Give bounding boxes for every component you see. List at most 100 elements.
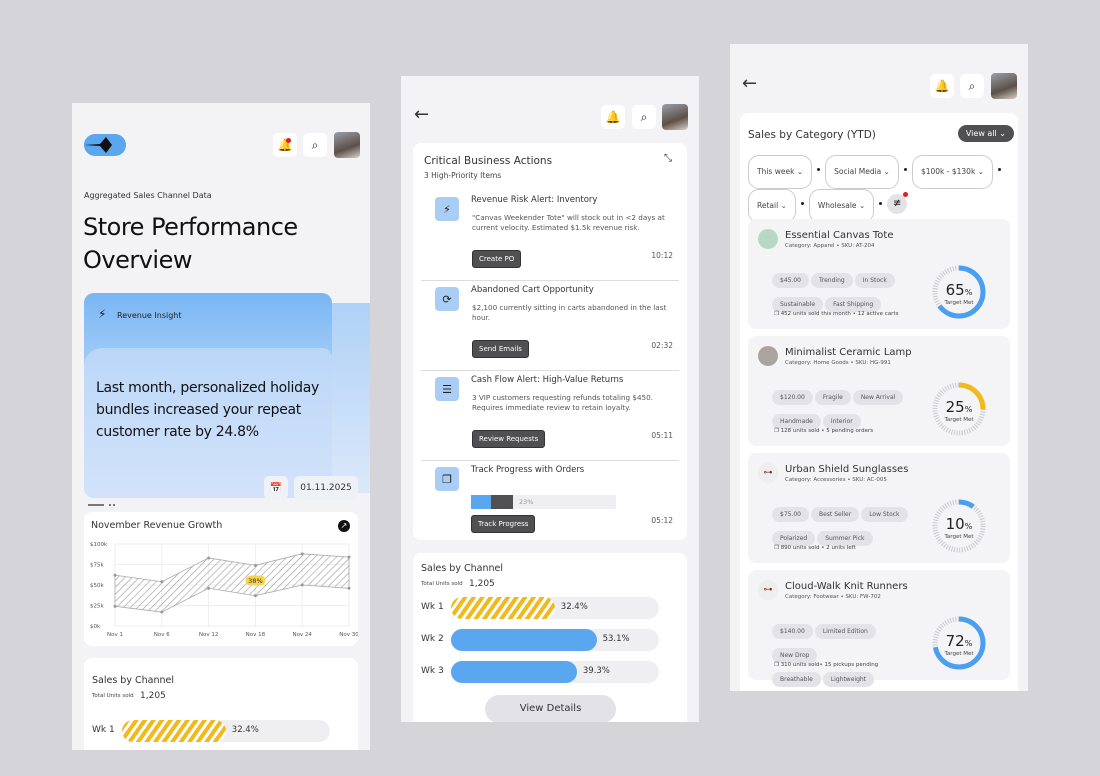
bar-value: 32.4% xyxy=(231,725,259,735)
product-card[interactable]: ⊶ Urban Shield Sunglasses Category: Acce… xyxy=(748,453,1010,563)
target-gauge: 10% Target Met xyxy=(930,497,988,555)
bar-value: 39.3% xyxy=(582,666,610,676)
notification-button[interactable]: 🔔 xyxy=(601,105,625,129)
insight-card[interactable]: ⚡ Revenue Insight Last month, personaliz… xyxy=(84,293,358,506)
carousel-indicator[interactable] xyxy=(88,491,116,506)
back-button[interactable]: ← xyxy=(742,73,757,94)
action-item: ❐ Track Progress with Orders 23% Track P… xyxy=(421,461,679,541)
box-icon: ❐ xyxy=(774,311,779,317)
date-field[interactable]: 01.11.2025 xyxy=(294,476,358,500)
x-tick-label: Nov 6 xyxy=(154,632,170,638)
bar-fill xyxy=(451,661,577,683)
action-button[interactable]: Track Progress xyxy=(471,511,536,533)
product-tag: Trending xyxy=(811,273,853,288)
action-button[interactable]: Create PO xyxy=(472,246,522,268)
product-tag: Low Stock xyxy=(861,507,908,522)
gauge-value: 72% xyxy=(945,632,973,650)
back-button[interactable]: ← xyxy=(414,104,429,125)
avatar[interactable] xyxy=(991,73,1017,99)
search-button[interactable]: ⌕ xyxy=(960,74,984,98)
action-button[interactable]: Review Requests xyxy=(472,426,546,448)
x-tick-label: Nov 30 xyxy=(339,632,358,638)
chevron-down-icon: ⌄ xyxy=(858,201,866,210)
product-card[interactable]: ⊶ Cloud-Walk Knit Runners Category: Foot… xyxy=(748,570,1010,687)
action-time: 05:11 xyxy=(651,431,673,440)
product-tag: $140.00 xyxy=(772,624,813,639)
calendar-icon: 📅 xyxy=(269,482,283,494)
bar-label: Wk 3 xyxy=(421,666,444,676)
filter-dropdown[interactable]: Retail ⌄ xyxy=(748,189,796,223)
order-progress-bar: 23% xyxy=(471,495,616,509)
filter-dropdown[interactable]: Wholesale ⌄ xyxy=(808,189,875,223)
filter-label: Wholesale xyxy=(817,201,857,210)
action-item: ☰ Cash Flow Alert: High-Value Returns 3 V… xyxy=(421,371,679,461)
product-tag: Sustainable xyxy=(772,297,824,312)
product-tags: $45.00 Trending In Stock Sustainable Fast Sh… xyxy=(772,267,912,315)
action-button[interactable]: Send Emails xyxy=(472,336,529,358)
view-details-button[interactable]: View Details xyxy=(485,695,616,722)
gauge-ring xyxy=(932,265,986,319)
expand-button[interactable]: ↗ xyxy=(338,520,350,532)
title-line: Overview xyxy=(83,246,192,274)
action-description: $2,100 currently sitting in carts abando… xyxy=(472,303,667,322)
gauge-arc xyxy=(932,616,986,670)
avatar[interactable] xyxy=(662,104,688,130)
separator-dot xyxy=(879,202,883,205)
bar-track: 32.4% xyxy=(451,597,659,619)
total-value: 1,205 xyxy=(469,579,495,589)
action-title: Abandoned Cart Opportunity xyxy=(471,285,594,295)
target-gauge: 25% Target Met xyxy=(930,380,988,438)
search-button[interactable]: ⌕ xyxy=(632,105,656,129)
data-point xyxy=(300,583,304,587)
filter-label: Retail xyxy=(757,201,779,210)
filter-dropdown[interactable]: Social Media ⌄ xyxy=(825,155,899,189)
notification-dot xyxy=(903,191,909,197)
logo xyxy=(84,134,126,156)
product-stats: ❐ 128 units sold • 5 pending orders xyxy=(774,428,873,434)
notification-button[interactable]: 🔔 xyxy=(273,133,297,157)
search-icon: ⌕ xyxy=(311,137,319,152)
bar-track: 39.3% xyxy=(451,661,659,683)
notification-button[interactable]: 🔔 xyxy=(930,74,954,98)
product-thumbnail: ⊶ xyxy=(758,580,778,600)
search-button[interactable]: ⌕ xyxy=(303,133,327,157)
product-card[interactable]: Minimalist Ceramic Lamp Category: Home G… xyxy=(748,336,1010,446)
action-item: ⚡ Revenue Risk Alert: Inventory "Canvas W… xyxy=(421,191,679,281)
calendar-button[interactable]: 📅 xyxy=(264,476,288,500)
data-point xyxy=(113,573,117,577)
sales-by-category-screen: ← 🔔 ⌕ Sales by Category (YTD) View all ⌄… xyxy=(730,44,1028,691)
separator-dot xyxy=(817,168,821,171)
filter-settings-button[interactable]: ≢ xyxy=(887,191,909,214)
collapse-icon: ⤡ xyxy=(664,153,672,164)
y-tick-label: $0k xyxy=(90,624,101,630)
search-icon: ⌕ xyxy=(640,109,648,124)
collapse-button[interactable]: ⤡ xyxy=(664,153,672,164)
avatar[interactable] xyxy=(334,132,360,158)
bell-icon: 🔔 xyxy=(934,79,950,93)
filter-dropdown[interactable]: This week ⌄ xyxy=(748,155,813,189)
card-title: Critical Business Actions xyxy=(424,155,553,167)
product-tag: In Stock xyxy=(854,273,895,288)
product-stats: ❐ 890 units sold • 2 units left xyxy=(774,545,856,551)
filter-dropdown[interactable]: $100k - $130k ⌄ xyxy=(911,155,993,189)
arrow-left-icon: ← xyxy=(414,104,430,125)
data-point xyxy=(347,555,351,559)
gauge-value: 10% xyxy=(945,515,973,533)
x-tick-label: Nov 18 xyxy=(246,632,266,638)
chevron-down-icon: ⌄ xyxy=(977,167,984,176)
product-card[interactable]: Essential Canvas Tote Category: Apparel … xyxy=(748,219,1010,329)
bar-value: 32.4% xyxy=(560,602,588,612)
product-name: Cloud-Walk Knit Runners xyxy=(785,581,908,592)
product-stats: ❐ 452 units sold this month • 12 active … xyxy=(774,311,898,317)
product-stats-text: 128 units sold • 5 pending orders xyxy=(780,428,874,434)
filter-bar: This week ⌄ Social Media ⌄ $100k - $130k ⌄… xyxy=(748,155,1013,223)
product-thumbnail xyxy=(758,229,778,249)
channel-bar-row: Wk 3 39.3% xyxy=(421,661,661,683)
revenue-area-chart: $0k $25k $50k $75k $100k Nov 1 Nov 6 Nov 12 Nov … xyxy=(90,542,358,638)
product-tag: Lightweight xyxy=(822,672,875,687)
gauge-ring xyxy=(932,499,986,553)
product-tag: $45.00 xyxy=(772,273,809,288)
product-name: Urban Shield Sunglasses xyxy=(785,464,909,475)
y-tick-label: $25k xyxy=(90,604,104,610)
view-all-button[interactable]: View all ⌄ xyxy=(957,125,1014,142)
